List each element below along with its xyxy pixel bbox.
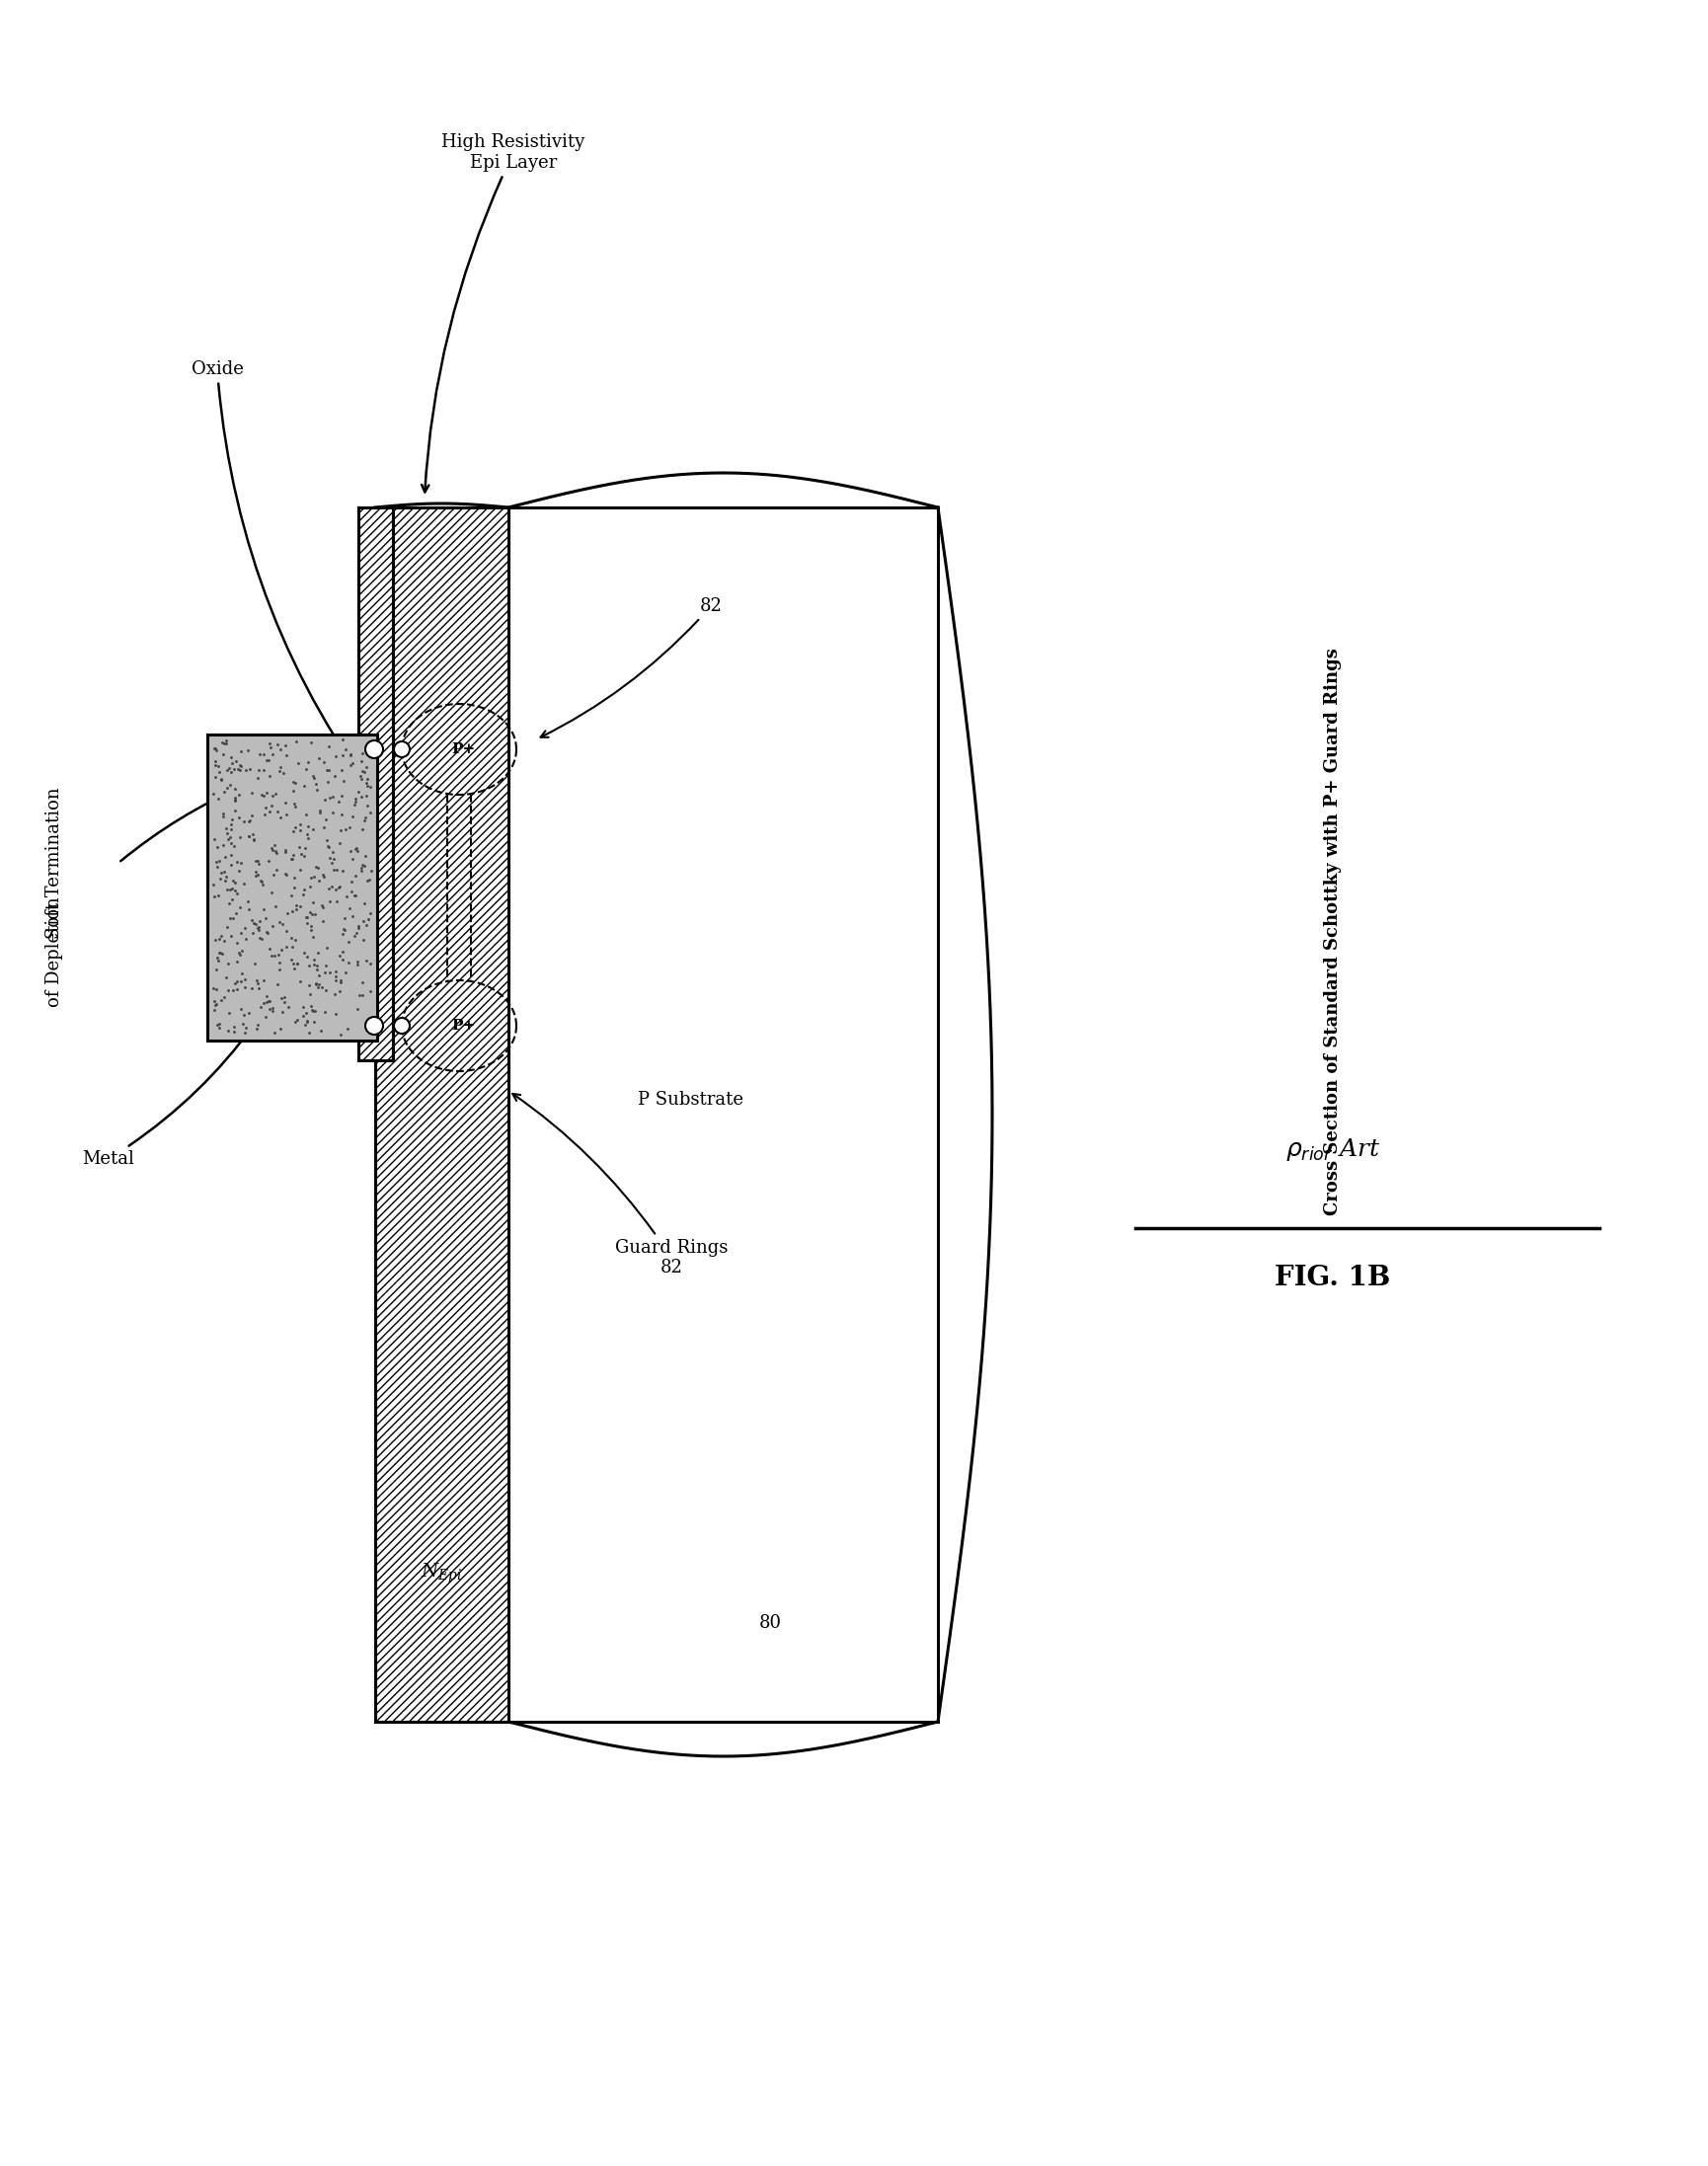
Text: P+: P+ xyxy=(451,743,475,756)
Circle shape xyxy=(395,741,410,758)
Text: N$_{\mathregular{Epi}}$: N$_{\mathregular{Epi}}$ xyxy=(422,1562,463,1586)
Text: $\rho_{rior}$ Art: $\rho_{rior}$ Art xyxy=(1284,1135,1380,1163)
Text: FIG. 1B: FIG. 1B xyxy=(1274,1265,1390,1291)
Circle shape xyxy=(366,1016,383,1035)
Text: High Resistivity
Epi Layer: High Resistivity Epi Layer xyxy=(422,134,586,492)
Text: P Substrate: P Substrate xyxy=(639,1092,745,1109)
Bar xyxy=(376,507,509,1722)
Bar xyxy=(359,507,393,1061)
Text: 82: 82 xyxy=(541,598,722,736)
Text: Cross Section of Standard Schottky with P+ Guard Rings: Cross Section of Standard Schottky with … xyxy=(1324,648,1342,1215)
Text: P+: P+ xyxy=(451,1018,475,1033)
Bar xyxy=(207,734,377,1040)
Circle shape xyxy=(366,741,383,758)
Text: Guard Rings
82: Guard Rings 82 xyxy=(512,1094,728,1278)
Text: Soft Termination: Soft Termination xyxy=(46,786,63,938)
Text: 80: 80 xyxy=(758,1614,782,1631)
Bar xyxy=(509,507,938,1722)
Text: of Depletion: of Depletion xyxy=(46,897,63,1007)
Text: Oxide: Oxide xyxy=(191,360,384,810)
Text: Metal: Metal xyxy=(82,1025,253,1167)
Circle shape xyxy=(395,1018,410,1033)
